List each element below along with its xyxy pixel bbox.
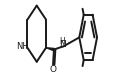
Text: NH: NH xyxy=(16,42,29,51)
Text: N: N xyxy=(59,40,65,49)
Polygon shape xyxy=(46,48,54,51)
Text: O: O xyxy=(50,65,57,74)
Text: H: H xyxy=(59,37,65,46)
